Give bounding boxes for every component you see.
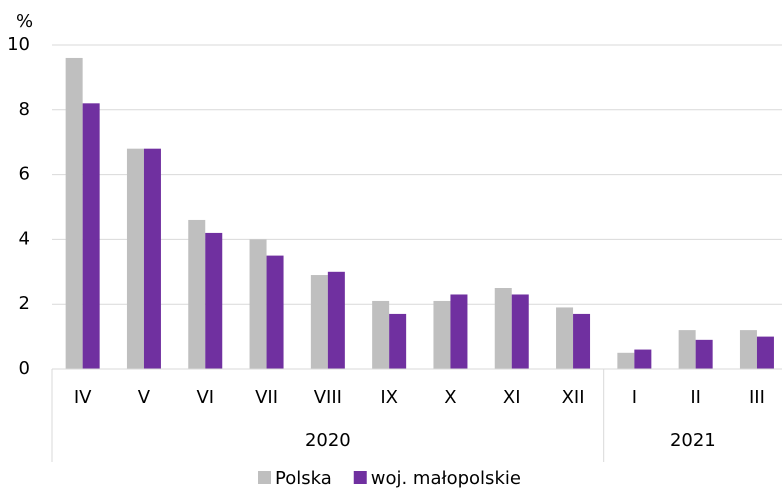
bar [143, 148, 161, 369]
x-tick-label: XII [562, 387, 585, 408]
bar [573, 313, 591, 369]
bar [266, 255, 284, 369]
y-tick-label: 8 [19, 99, 30, 120]
y-tick-label: 4 [19, 228, 30, 249]
bar [327, 271, 345, 369]
bar [739, 330, 757, 369]
legend-label: woj. małopolskie [371, 468, 521, 489]
x-tick-label: VIII [314, 387, 342, 408]
y-tick-label: 6 [19, 164, 30, 185]
bar [634, 349, 652, 369]
y-tick-label: 10 [7, 34, 30, 55]
legend-swatch [258, 471, 271, 484]
x-tick-label: IX [380, 387, 398, 408]
bar [188, 219, 206, 369]
x-tick-label: X [444, 387, 456, 408]
bar [511, 294, 529, 369]
bar [82, 103, 100, 369]
y-unit: % [16, 11, 33, 32]
bar [450, 294, 468, 369]
group-label: 2021 [670, 430, 716, 451]
bar [372, 300, 390, 369]
y-tick-label: 0 [19, 358, 30, 379]
bar [310, 275, 328, 369]
x-tick-label: VI [196, 387, 214, 408]
bar [678, 330, 696, 369]
bar [389, 313, 407, 369]
bar [205, 232, 223, 369]
x-tick-label: I [632, 387, 637, 408]
group-label: 2020 [305, 430, 351, 451]
bar [494, 288, 512, 369]
bar [65, 57, 83, 370]
bar [433, 300, 451, 369]
x-tick-label: V [138, 387, 151, 408]
x-tick-label: VII [255, 387, 278, 408]
legend-swatch [353, 471, 367, 484]
x-tick-label: IV [74, 387, 92, 408]
bar [756, 336, 774, 369]
legend-label: Polska [275, 468, 332, 489]
x-tick-label: XI [503, 387, 521, 408]
bar [695, 339, 713, 369]
y-tick-label: 2 [19, 293, 30, 314]
bar [126, 148, 144, 369]
bar [556, 307, 574, 369]
x-tick-label: III [749, 387, 765, 408]
bar [249, 239, 267, 369]
x-tick-label: II [690, 387, 701, 408]
bar [617, 352, 635, 369]
